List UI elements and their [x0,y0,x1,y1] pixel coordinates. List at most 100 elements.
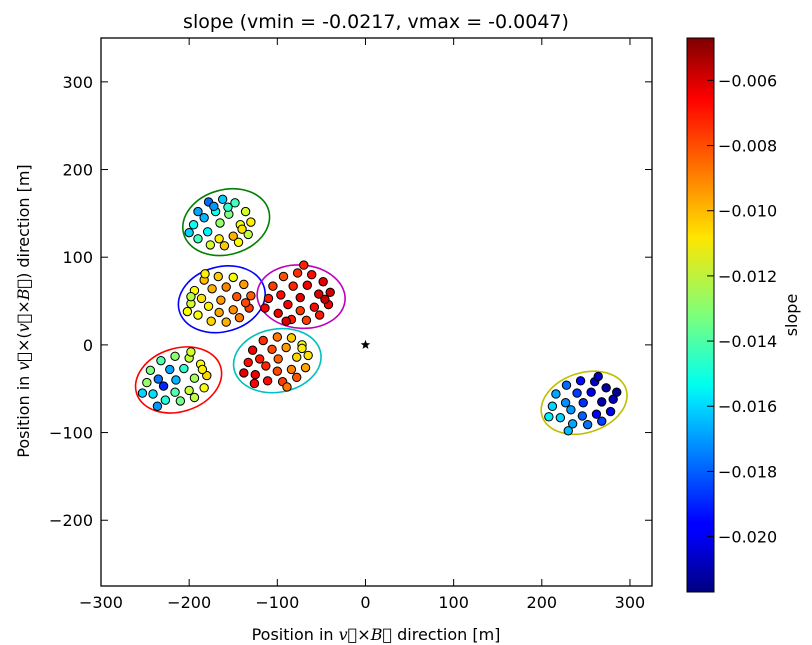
scatter-point [283,299,293,310]
cluster-ellipse [181,187,271,257]
scatter-point [555,412,566,423]
scatter-point [217,194,228,205]
scatter-point [170,351,180,361]
scatter-point [216,295,226,305]
scatter-point [196,293,207,304]
x-axis-title: Position in v⃗×B⃗ direction [m] [252,625,501,644]
scatter-point [193,310,203,320]
x-tick-label: 300 [615,593,646,612]
scatter-point [575,376,586,386]
scatter-point [582,419,593,430]
scatter-point [301,315,312,326]
scatter-point [314,289,324,299]
scatter-point [292,268,303,278]
scatter-point [547,401,558,411]
scatter-point [160,395,171,405]
scatter-point [215,218,225,228]
scatter-point [214,307,224,318]
scatter-point [318,277,328,287]
colorbar-tick-label: −0.014 [718,332,777,351]
scatter-point [184,227,194,238]
scatter-point [566,405,576,415]
scatter-point [303,350,313,361]
scatter-point [237,224,247,234]
scatter-point [186,291,196,302]
scatter-point [246,217,256,227]
scatter-point [189,373,200,383]
scatter-point [213,271,223,282]
scatter-point [247,345,258,355]
scatter-point [262,376,273,386]
colorbar-tick-label: −0.008 [718,137,777,156]
scatter-point [188,220,199,230]
scatter-point [307,270,317,280]
scatter-point [170,387,180,397]
scatter-point [200,269,210,279]
y-tick-label: 200 [62,161,93,180]
scatter-point [249,378,260,389]
cluster-ellipse [177,265,266,334]
colorbar: −0.020 −0.018 −0.016 −0.014 −0.012 −0.010 −0.0… [686,37,801,593]
scatter-point [288,281,298,291]
scatter-point [250,369,260,380]
scatter-point [544,412,554,422]
scatter-point [186,347,196,357]
scatter-point [261,361,271,371]
chart-title: slope (vmin = -0.0217, vmax = -0.0047) [183,11,569,33]
plot-frame [100,37,653,587]
scatter-point [612,387,622,397]
scatter-point [246,291,256,301]
scatter-point [314,310,325,320]
scatter-point [268,281,278,291]
scatter-point [299,260,309,270]
scatter-point [578,398,588,408]
scatter-point [199,383,209,393]
scatter-point [240,206,251,217]
scatter-point [137,388,148,398]
scatter-point [297,343,307,354]
scatter-point [207,284,217,294]
scatter-point [586,387,596,397]
scatter-point [309,302,320,312]
scatter-point [300,362,311,373]
scatter-point [286,364,297,375]
scatter-point [243,357,253,368]
scatter-point [267,344,277,354]
cluster-ellipse [232,327,322,394]
scatter-point [189,392,200,403]
colorbar-tick-label: −0.010 [718,202,777,221]
scatter-point [272,366,283,376]
cluster-ellipse [134,346,223,414]
scatter-point [272,332,283,342]
scatter-point [228,305,238,315]
y-tick-label: 300 [62,73,93,92]
scatter-point [171,375,181,385]
scatter-point [577,411,588,421]
scatter-point [203,301,214,312]
scatter-point [145,365,156,376]
scatter-point [221,317,231,327]
scatter-point [282,382,292,392]
x-tick-label: 200 [527,593,558,612]
scatter-point [148,389,158,399]
scatter-point [175,396,186,406]
scatter-point [199,213,209,223]
scatter-point [240,298,251,308]
colorbar-gradient [686,37,715,593]
scatter-point [597,397,607,407]
scatter-point [193,206,203,217]
scatter-point [202,227,213,237]
scatter-point [209,201,219,212]
scatter-point [260,303,270,313]
scatter-point [179,363,189,374]
y-axis-title: Position in v⃗×(v⃗×B⃗) direction [m] [14,164,33,457]
scatter-point [263,293,274,304]
colorbar-tick-label: −0.006 [718,71,777,90]
scatter-point [551,389,561,399]
colorbar-tick-label: −0.016 [718,397,777,416]
scatter-point [142,377,152,388]
scatter-point [153,374,164,384]
plot-area: −300 −200 −100 0 100 200 300 −200 −100 0 100 200 30… [49,37,653,612]
scatter-point [567,419,578,429]
